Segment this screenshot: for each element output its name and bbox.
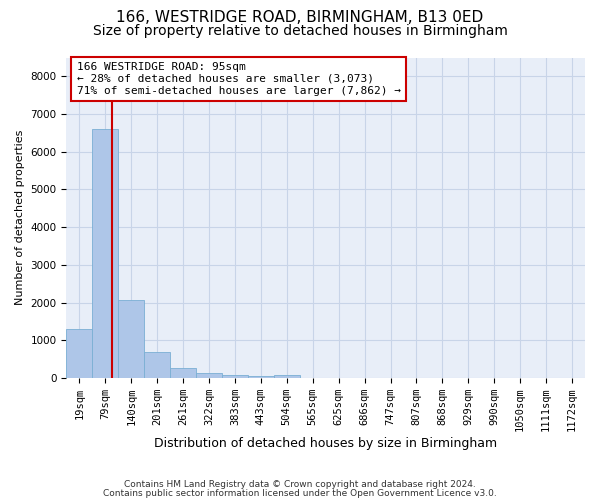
Bar [222,374,248,378]
Bar [170,368,196,378]
Text: 166, WESTRIDGE ROAD, BIRMINGHAM, B13 0ED: 166, WESTRIDGE ROAD, BIRMINGHAM, B13 0ED [116,10,484,25]
Bar [248,376,274,378]
Bar [67,329,92,378]
Bar [274,375,300,378]
Bar [118,300,144,378]
Bar [144,352,170,378]
Text: 166 WESTRIDGE ROAD: 95sqm
← 28% of detached houses are smaller (3,073)
71% of se: 166 WESTRIDGE ROAD: 95sqm ← 28% of detac… [77,62,401,96]
X-axis label: Distribution of detached houses by size in Birmingham: Distribution of detached houses by size … [154,437,497,450]
Text: Contains public sector information licensed under the Open Government Licence v3: Contains public sector information licen… [103,489,497,498]
Bar [196,372,222,378]
Text: Size of property relative to detached houses in Birmingham: Size of property relative to detached ho… [92,24,508,38]
Y-axis label: Number of detached properties: Number of detached properties [15,130,25,306]
Text: Contains HM Land Registry data © Crown copyright and database right 2024.: Contains HM Land Registry data © Crown c… [124,480,476,489]
Bar [92,129,118,378]
